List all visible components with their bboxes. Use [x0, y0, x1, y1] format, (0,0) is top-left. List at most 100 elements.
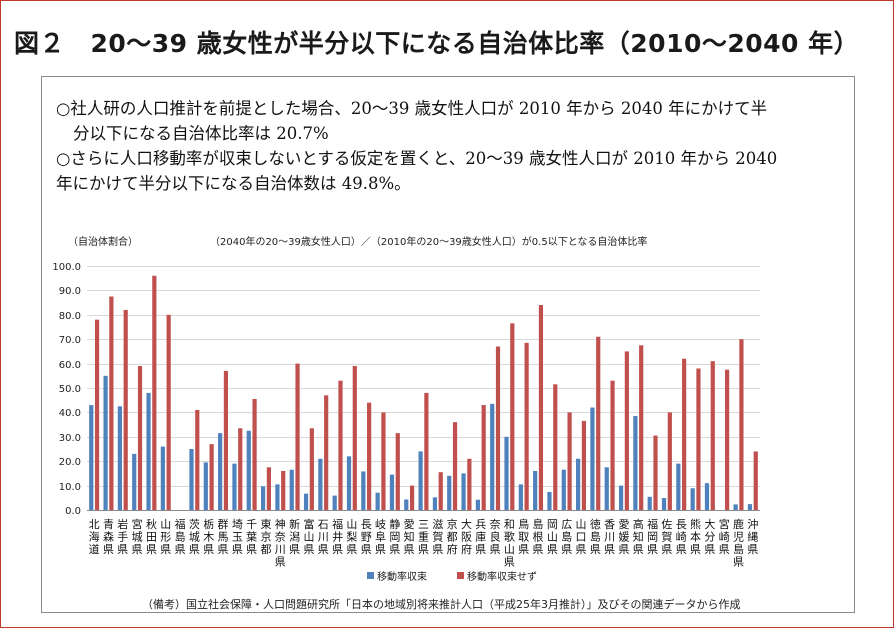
bar-series2: [739, 339, 744, 510]
bar-series2: [725, 369, 730, 510]
bar-series2: [94, 319, 100, 510]
x-tick-label: 岩手県: [117, 517, 128, 556]
bar-series2: [367, 402, 372, 510]
x-tick-label: 山形県: [160, 518, 171, 556]
x-tick-label: 長野県: [361, 518, 372, 556]
bar-series1: [103, 375, 108, 510]
bar-series2: [538, 305, 544, 510]
bar-series1: [404, 499, 409, 510]
bar-series2: [295, 363, 300, 510]
x-tick-label: 兵庫県: [475, 518, 486, 556]
bar-series2: [281, 470, 286, 510]
bar-series1: [733, 504, 738, 510]
x-tick-label: 広島県: [561, 518, 572, 556]
x-tick-label: 石川県: [318, 518, 329, 556]
bar-series2: [424, 392, 429, 510]
bar-series1: [604, 467, 609, 510]
bar-series1: [389, 474, 395, 510]
bar-series2: [567, 412, 572, 510]
bar-series2: [137, 366, 143, 510]
y-axis-label: （自治体割合）: [68, 235, 138, 248]
bar-series2: [524, 342, 529, 510]
bar-series1: [332, 495, 337, 510]
x-tick-label: 京都府: [447, 517, 458, 556]
bar-series2: [123, 309, 128, 510]
bar-series1: [117, 406, 122, 510]
bar-series2: [624, 351, 629, 510]
bar-series2: [109, 296, 114, 510]
bar-series1: [303, 493, 309, 510]
bar-series2: [667, 412, 672, 510]
bar-series1: [490, 403, 495, 510]
summary-text: ○社人研の人口推計を前提とした場合、20～39 歳女性人口が 2010 年から …: [56, 96, 836, 196]
bar-series2: [381, 412, 386, 510]
figure-panel: [41, 76, 855, 613]
bar-series1: [89, 405, 94, 510]
bar-series2: [696, 368, 701, 510]
x-tick-label: 滋賀県: [432, 518, 443, 556]
bar-series1: [146, 392, 151, 510]
bar-series1: [576, 458, 581, 510]
bar-series1: [633, 416, 638, 510]
bar-series1: [232, 463, 237, 510]
legend-label-series2: 移動率収束せず: [467, 572, 537, 583]
y-tick-label: 90.0: [59, 286, 81, 297]
bar-series1: [676, 463, 681, 510]
x-tick-label: 栃木県: [203, 517, 214, 556]
bar-series2: [596, 336, 601, 510]
x-tick-label: 山梨県: [346, 518, 357, 556]
legend-item-series2: 移動率収束せず: [457, 568, 537, 583]
x-tick-label: 鹿児島県: [733, 517, 744, 569]
bar-series1: [275, 484, 280, 510]
bar-series2: [581, 420, 587, 510]
bar-series2: [710, 361, 715, 510]
x-tick-label: 青森県: [103, 518, 114, 556]
x-tick-label: 三重県: [418, 518, 429, 556]
bar-series1: [346, 456, 352, 510]
bar-series1: [547, 491, 552, 510]
x-tick-label: 香川県: [604, 518, 615, 556]
x-tick-label: 大分県: [704, 517, 715, 556]
chart-title: （2040年の20～39歳女性人口）／（2010年の20～39歳女性人口）が0.…: [210, 235, 647, 248]
x-tick-label: 新潟県: [289, 517, 300, 556]
x-tick-label: 愛知県: [404, 518, 415, 556]
x-tick-label: 富山県: [303, 517, 314, 556]
legend-swatch-series2: [457, 572, 464, 579]
x-tick-label: 奈良県: [490, 517, 501, 556]
x-tick-label: 宮崎県: [719, 517, 730, 556]
x-tick-label: 秋田県: [146, 517, 157, 556]
bar-series2: [338, 380, 343, 510]
y-tick-labels: 0.0 10.0 20.0 30.0 40.0 50.0 60.0 70.0 80.0 90.0 1…: [52, 262, 81, 517]
bar-series2: [252, 398, 257, 510]
y-tick-label: 30.0: [59, 433, 81, 444]
x-tick-label: 熊本県: [690, 517, 701, 556]
bar-series2: [467, 458, 472, 510]
x-tick-label: 北海道: [89, 518, 100, 556]
x-tick-label: 大阪府: [461, 517, 472, 556]
bar-series1: [260, 486, 266, 510]
x-tick-label: 佐賀県: [661, 517, 672, 556]
y-tick-label: 50.0: [59, 384, 81, 395]
summary-line-2b: 年にかけて半分以下になる自治体数は 49.8%。: [56, 174, 411, 193]
bar-series1: [447, 475, 452, 510]
bar-series1: [318, 458, 323, 510]
bar-series2: [152, 275, 157, 510]
bars: [89, 275, 758, 510]
x-tick-label: 山口県: [576, 518, 587, 556]
x-tick-label: 福島県: [175, 517, 186, 556]
bar-series1: [160, 446, 165, 510]
bar-series1: [618, 485, 624, 510]
source-note: （備考）国立社会保障・人口問題研究所「日本の地域別将来推計人口（平成25年3月推…: [142, 598, 741, 611]
y-tick-label: 20.0: [59, 457, 81, 468]
x-tick-label: 和歌山県: [504, 518, 515, 569]
bar-series2: [395, 433, 400, 510]
x-tick-label: 岡山県: [547, 518, 558, 556]
x-tick-label: 徳島県: [590, 518, 601, 556]
bar-series2: [639, 345, 644, 510]
bar-series1: [132, 453, 137, 510]
bar-series1: [246, 430, 251, 510]
bar-series2: [166, 314, 171, 510]
bar-series1: [432, 497, 438, 510]
bar-series1: [504, 436, 509, 510]
